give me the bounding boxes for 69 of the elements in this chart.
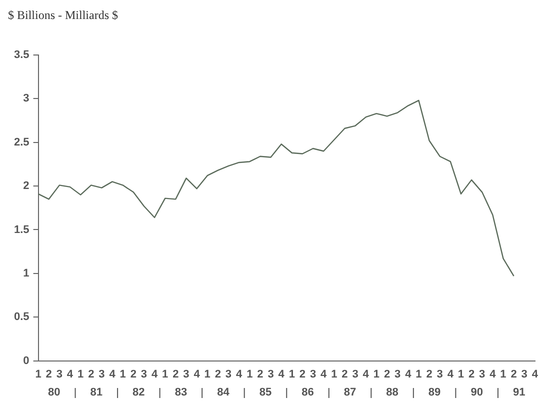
y-tick-label: 3 bbox=[23, 92, 30, 105]
x-tick-label: 1 bbox=[288, 368, 295, 380]
x-tick-label: 4 bbox=[532, 368, 539, 380]
x-tick-label: 1 bbox=[458, 368, 464, 380]
x-tick-label: 3 bbox=[436, 368, 443, 380]
x-tick-label: 1 bbox=[35, 368, 42, 380]
x-tick-label: 2 bbox=[342, 368, 348, 380]
text: 89 bbox=[428, 386, 441, 399]
x-tick-label: 4 bbox=[194, 368, 201, 380]
x-tick-label: 1 bbox=[204, 368, 210, 380]
x-tick-label: 1 bbox=[77, 368, 84, 380]
x-tick-label: 4 bbox=[151, 368, 158, 380]
text: 88 bbox=[386, 386, 398, 399]
y-tick-label: 0.5 bbox=[14, 311, 30, 324]
y-tick-label: 3.5 bbox=[14, 49, 30, 62]
x-tick-label: 1 bbox=[120, 368, 126, 380]
x-tick-label: 4 bbox=[447, 368, 454, 380]
x-tick-label: 4 bbox=[490, 368, 497, 380]
text: 82 bbox=[132, 386, 145, 399]
y-tick-label: 2.5 bbox=[14, 136, 30, 148]
x-tick-label: 4 bbox=[66, 368, 74, 380]
x-tick-label: 3 bbox=[479, 368, 486, 380]
x-tick-label: 3 bbox=[310, 368, 316, 380]
text: 84 bbox=[217, 386, 230, 399]
x-tick-label: 3 bbox=[394, 368, 401, 380]
x-tick-label: 2 bbox=[257, 368, 264, 380]
x-tick-label: 3 bbox=[98, 368, 105, 380]
x-tick-label: 1 bbox=[500, 368, 506, 380]
x-tick-label: 4 bbox=[362, 368, 370, 380]
y-tick-label: 0 bbox=[23, 354, 30, 367]
x-tick-label: 1 bbox=[162, 368, 168, 380]
x-tick-label: 2 bbox=[214, 368, 221, 380]
x-tick-label: 3 bbox=[183, 368, 190, 380]
text: 85 bbox=[259, 386, 272, 399]
y-tick-label: 1.5 bbox=[14, 224, 30, 236]
x-tick-label: 1 bbox=[416, 368, 422, 380]
x-tick-label: 4 bbox=[109, 368, 116, 380]
x-tick-label: 3 bbox=[56, 368, 62, 380]
x-tick-label: 2 bbox=[46, 368, 52, 380]
x-tick-label: 3 bbox=[140, 368, 148, 380]
text: 86 bbox=[302, 386, 314, 399]
text: 87 bbox=[344, 386, 356, 399]
x-tick-label: 3 bbox=[521, 368, 528, 380]
x-tick-label: 3 bbox=[352, 368, 358, 380]
y-tick-label: 1 bbox=[23, 267, 30, 280]
y-axis-title: $ Billions - Milliards $ bbox=[8, 8, 118, 23]
x-tick-label: 4 bbox=[405, 368, 412, 380]
x-tick-label: 3 bbox=[268, 368, 274, 380]
text: 91 bbox=[512, 386, 526, 399]
y-tick-label: 2 bbox=[23, 180, 30, 192]
x-tick-label: 1 bbox=[373, 368, 380, 380]
text: 81 bbox=[90, 386, 103, 399]
x-tick-label: 2 bbox=[299, 368, 306, 380]
x-tick-label: 4 bbox=[320, 368, 328, 380]
x-tick-label: 4 bbox=[278, 368, 286, 380]
x-tick-label: 1 bbox=[246, 368, 253, 380]
text: 90 bbox=[470, 386, 483, 399]
x-tick-label: 2 bbox=[130, 368, 136, 380]
x-tick-label: 2 bbox=[172, 368, 179, 380]
x-tick-label: 2 bbox=[468, 368, 475, 380]
x-tick-label: 2 bbox=[510, 368, 517, 380]
text: 80 bbox=[48, 386, 60, 399]
x-tick-label: 2 bbox=[384, 368, 390, 380]
x-tick-label: 1 bbox=[331, 368, 338, 380]
x-tick-label: 2 bbox=[426, 368, 432, 380]
x-tick-label: 4 bbox=[236, 368, 243, 380]
text: 83 bbox=[174, 386, 188, 399]
x-tick-label: 3 bbox=[225, 368, 232, 380]
x-tick-label: 2 bbox=[88, 368, 94, 380]
